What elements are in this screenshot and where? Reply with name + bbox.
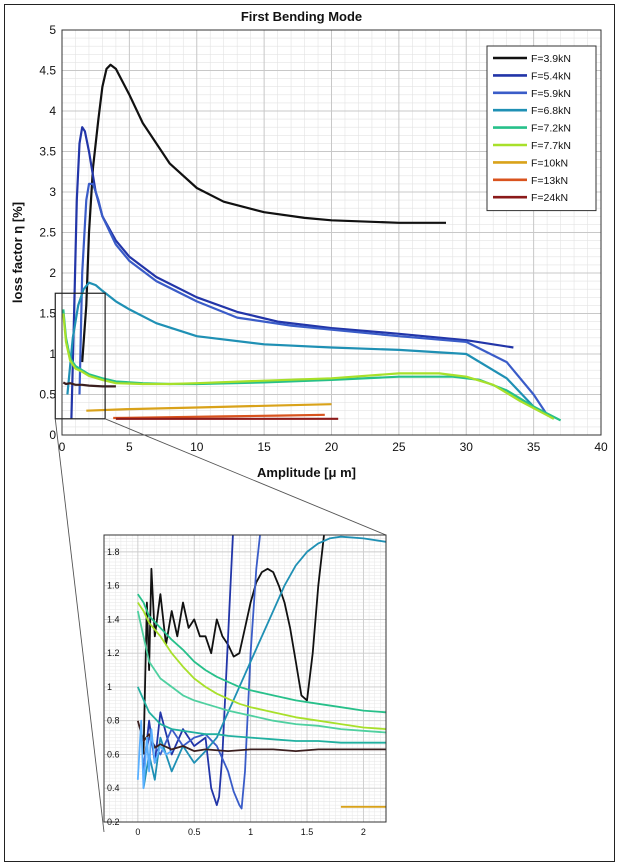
series-line-0: [81, 63, 446, 363]
inset-series: [136, 535, 386, 810]
inset-x-tick-label: 1.5: [301, 827, 314, 837]
y-tick-label: 3: [49, 185, 56, 199]
inset-series-line-4: [137, 593, 386, 714]
x-tick-label: 10: [190, 440, 204, 454]
y-tick-label: 1: [49, 347, 56, 361]
main-chart: 0 5 10 15 20 25 30 35 40 0 0.5 1 1.5 2 2.5 3 3.5 4 4.5 5 Fir…: [10, 9, 608, 480]
chart-title: First Bending Mode: [241, 9, 362, 24]
legend-label: F=7.7kN: [531, 140, 571, 152]
y-tick-label: 2.5: [39, 226, 56, 240]
x-tick-label: 5: [126, 440, 133, 454]
legend-label: F=13kN: [531, 175, 568, 187]
y-tick-label: 0: [49, 428, 56, 442]
inset-series-line-2: [142, 535, 261, 810]
inset-series-line-7: [136, 686, 386, 744]
series-line-5: [62, 313, 555, 420]
x-tick-label: 25: [392, 440, 406, 454]
zoom-region-box: [54, 292, 106, 420]
series-line-3: [66, 281, 555, 420]
zoom-connector-right: [104, 418, 387, 536]
y-tick-label: 1.5: [39, 307, 56, 321]
y-tick-label: 4.5: [39, 64, 56, 78]
inset-x-tick-label: 1: [248, 827, 253, 837]
inset-y-tick-label: 1.4: [107, 614, 120, 624]
y-tick-label: 0.5: [39, 388, 56, 402]
legend-label: F=10kN: [531, 157, 568, 169]
inset-series-line-1: [142, 535, 234, 806]
inset-y-tick-label: 1: [107, 682, 112, 692]
inset-chart: 0 0.5 1 1.5 2 0.2 0.4 0.6 0.8 1 1.2 1.4 1.6 1.8: [103, 534, 387, 837]
main-axes-box: [61, 29, 602, 436]
inset-axes-box: [103, 534, 387, 823]
legend: F=3.9kN F=5.4kN F=5.9kN F=6.8kN F=7.2kN F=7.7…: [486, 45, 597, 212]
legend-label: F=7.2kN: [531, 123, 571, 135]
series-line-6: [86, 403, 332, 412]
series-line-7: [113, 413, 325, 420]
inset-y-tick-label: 1.8: [107, 547, 120, 557]
inset-y-tick-label: 0.2: [107, 817, 120, 827]
y-tick-label: 4: [49, 104, 56, 118]
inset-y-tick-label: 0.4: [107, 783, 120, 793]
legend-label: F=6.8kN: [531, 105, 571, 117]
y-tick-label: 5: [49, 23, 56, 37]
inset-series-line-5: [137, 601, 386, 730]
main-grid: [61, 29, 602, 436]
inset-y-tick-label: 0.8: [107, 716, 120, 726]
inset-x-tick-label: 2: [361, 827, 366, 837]
legend-label: F=5.4kN: [531, 70, 571, 82]
y-tick-label: 3.5: [39, 145, 56, 159]
series-line-1: [70, 126, 514, 419]
x-tick-label: 20: [325, 440, 339, 454]
inset-series-line-10: [136, 719, 173, 790]
legend-label: F=3.9kN: [531, 53, 571, 65]
x-tick-label: 35: [527, 440, 541, 454]
x-axis-label: Amplitude [μ m]: [257, 465, 356, 480]
legend-label: F=24kN: [531, 192, 568, 204]
legend-label: F=5.9kN: [531, 88, 571, 100]
inset-series-line-6: [136, 610, 386, 734]
inset-y-tick-label: 1.6: [107, 581, 120, 591]
inset-y-tick-label: 0.6: [107, 749, 120, 759]
inset-x-tick-label: 0: [135, 827, 140, 837]
y-axis-label: loss factor η [%]: [10, 202, 25, 303]
x-tick-label: 30: [460, 440, 474, 454]
series-line-9: [62, 381, 116, 388]
x-tick-label: 40: [594, 440, 608, 454]
inset-y-tick-label: 1.2: [107, 648, 120, 658]
inset-x-tick-label: 0.5: [188, 827, 201, 837]
series-line-2: [78, 182, 549, 416]
main-series: [62, 63, 562, 422]
x-tick-label: 15: [257, 440, 271, 454]
zoom-connector-left: [54, 418, 105, 833]
x-tick-label: 0: [59, 440, 66, 454]
y-tick-label: 2: [49, 266, 56, 280]
figure-frame: [4, 4, 615, 862]
